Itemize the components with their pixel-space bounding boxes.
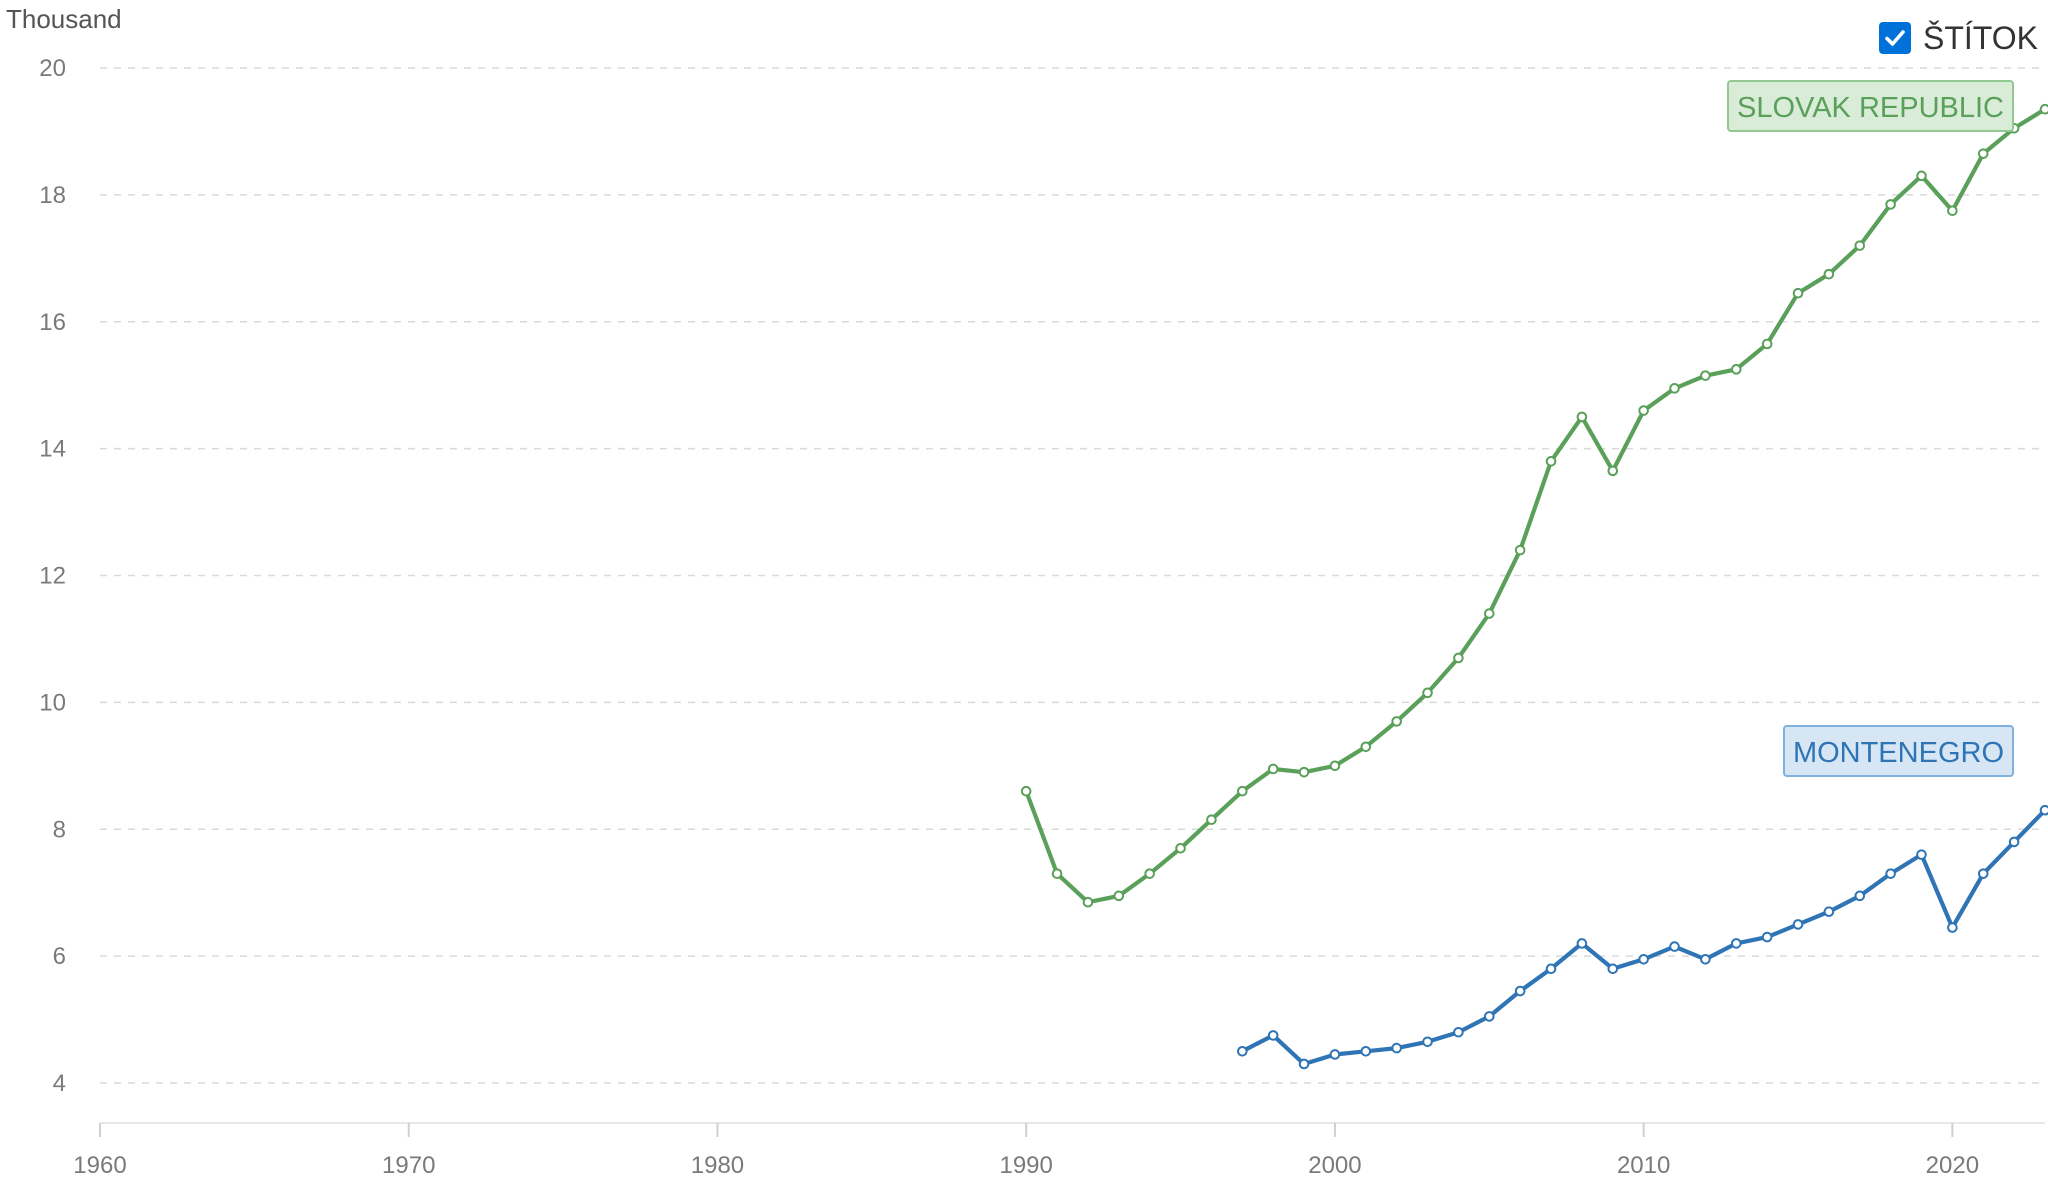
data-point-montenegro-1998[interactable] [1267, 1030, 1279, 1041]
data-point-slovak-republic-2003[interactable] [1422, 687, 1433, 699]
data-point-montenegro-2007[interactable] [1545, 963, 1557, 975]
data-point-slovak-republic-1997[interactable] [1237, 785, 1248, 797]
y-tick-label: 14 [39, 436, 66, 463]
data-point-montenegro-2020[interactable] [1947, 922, 1958, 933]
data-point-montenegro-2015[interactable] [1792, 919, 1804, 930]
data-point-slovak-republic-1996[interactable] [1206, 814, 1217, 826]
series-line-montenegro [1240, 808, 2048, 1067]
y-tick-label: 8 [53, 816, 66, 843]
y-tick-label: 12 [39, 563, 66, 590]
data-point-montenegro-2012[interactable] [1700, 953, 1711, 965]
y-axis-unit-label: Thousand [6, 4, 122, 34]
series-lines [1020, 103, 2048, 1070]
y-axis: 4 6 8 10 12 14 16 18 20 [39, 55, 66, 1097]
x-tick-label: 2000 [1308, 1152, 1361, 1179]
data-point-slovak-republic-2019[interactable] [1916, 170, 1927, 182]
checkbox[interactable] [1879, 22, 1912, 54]
data-point-montenegro-2017[interactable] [1854, 890, 1866, 902]
data-point-montenegro-2022[interactable] [2008, 836, 2020, 848]
x-axis: 1960 1970 1980 1990 2000 2010 2020 [73, 1122, 2045, 1179]
data-point-slovak-republic-2000[interactable] [1329, 760, 1341, 772]
data-point-slovak-republic-2005[interactable] [1483, 608, 1495, 619]
data-point-slovak-republic-2008[interactable] [1576, 411, 1588, 423]
data-point-slovak-republic-1993[interactable] [1113, 890, 1125, 902]
data-point-montenegro-2021[interactable] [1977, 868, 1989, 879]
data-point-montenegro-2014[interactable] [1761, 931, 1773, 943]
y-tick-label: 20 [39, 55, 66, 82]
data-point-montenegro-1997[interactable] [1237, 1045, 1248, 1057]
data-point-montenegro-2005[interactable] [1483, 1011, 1495, 1022]
data-point-montenegro-2023[interactable] [2039, 804, 2048, 816]
data-point-slovak-republic-1990[interactable] [1020, 785, 1032, 797]
data-point-slovak-republic-2015[interactable] [1792, 287, 1804, 299]
data-point-montenegro-2010[interactable] [1638, 953, 1649, 965]
data-point-montenegro-2019[interactable] [1916, 849, 1927, 860]
data-point-montenegro-2013[interactable] [1730, 938, 1742, 949]
data-point-montenegro-2003[interactable] [1422, 1036, 1433, 1048]
data-point-slovak-republic-1994[interactable] [1144, 868, 1155, 879]
data-point-slovak-republic-1992[interactable] [1082, 896, 1094, 908]
data-point-slovak-republic-2017[interactable] [1854, 240, 1866, 251]
data-point-slovak-republic-2013[interactable] [1730, 364, 1742, 375]
data-point-slovak-republic-1999[interactable] [1298, 766, 1310, 778]
data-point-slovak-republic-1995[interactable] [1175, 842, 1186, 854]
y-tick-label: 16 [39, 309, 66, 336]
label-toggle[interactable]: ŠTÍTOK [1879, 18, 2038, 58]
data-point-slovak-republic-2010[interactable] [1638, 405, 1649, 416]
data-point-slovak-republic-2021[interactable] [1977, 148, 1989, 159]
x-tick-label: 1970 [382, 1152, 435, 1179]
y-tick-label: 18 [39, 182, 66, 209]
data-point-slovak-republic-2001[interactable] [1360, 741, 1372, 753]
data-point-montenegro-2018[interactable] [1885, 868, 1896, 879]
data-point-slovak-republic-2011[interactable] [1669, 383, 1680, 394]
data-point-montenegro-2006[interactable] [1514, 985, 1526, 997]
data-point-slovak-republic-2004[interactable] [1453, 652, 1464, 664]
checkmark-icon [1885, 30, 1905, 46]
data-point-montenegro-2002[interactable] [1391, 1042, 1402, 1054]
data-point-slovak-republic-1998[interactable] [1267, 763, 1279, 775]
series-label-slovak-republic: SLOVAK REPUBLIC [1726, 80, 2014, 132]
data-point-montenegro-2000[interactable] [1329, 1049, 1341, 1060]
data-point-slovak-republic-2006[interactable] [1514, 544, 1526, 556]
series-label-montenegro: MONTENEGRO [1782, 725, 2014, 778]
data-point-montenegro-2008[interactable] [1576, 938, 1588, 949]
series-line-slovak-republic [1024, 107, 2048, 905]
data-point-slovak-republic-2014[interactable] [1761, 338, 1773, 350]
data-point-slovak-republic-2007[interactable] [1545, 456, 1557, 467]
data-point-montenegro-2001[interactable] [1360, 1045, 1372, 1057]
data-point-montenegro-1999[interactable] [1298, 1058, 1310, 1070]
y-tick-label: 4 [53, 1070, 66, 1097]
y-tick-label: 6 [53, 943, 66, 970]
data-point-slovak-republic-1991[interactable] [1051, 868, 1063, 879]
x-tick-label: 1980 [691, 1152, 744, 1179]
data-point-montenegro-2009[interactable] [1607, 963, 1619, 975]
data-point-slovak-republic-2002[interactable] [1391, 716, 1402, 727]
grid-lines [100, 67, 2045, 1084]
data-point-slovak-republic-2020[interactable] [1947, 205, 1958, 217]
x-tick-label: 1990 [999, 1152, 1052, 1179]
data-point-slovak-republic-2023[interactable] [2039, 103, 2048, 115]
data-point-slovak-republic-2012[interactable] [1700, 370, 1711, 381]
data-point-montenegro-2004[interactable] [1453, 1026, 1464, 1038]
x-tick-label: 2020 [1926, 1152, 1979, 1179]
x-tick-label: 1960 [73, 1152, 126, 1179]
data-point-slovak-republic-2016[interactable] [1823, 268, 1835, 280]
x-tick-label: 2010 [1617, 1152, 1670, 1179]
data-point-slovak-republic-2018[interactable] [1885, 199, 1896, 210]
data-point-slovak-republic-2009[interactable] [1607, 465, 1619, 477]
data-point-montenegro-2016[interactable] [1823, 906, 1835, 918]
data-point-montenegro-2011[interactable] [1669, 941, 1680, 952]
y-tick-label: 10 [39, 689, 66, 716]
label-toggle-text: ŠTÍTOK [1923, 19, 2038, 56]
